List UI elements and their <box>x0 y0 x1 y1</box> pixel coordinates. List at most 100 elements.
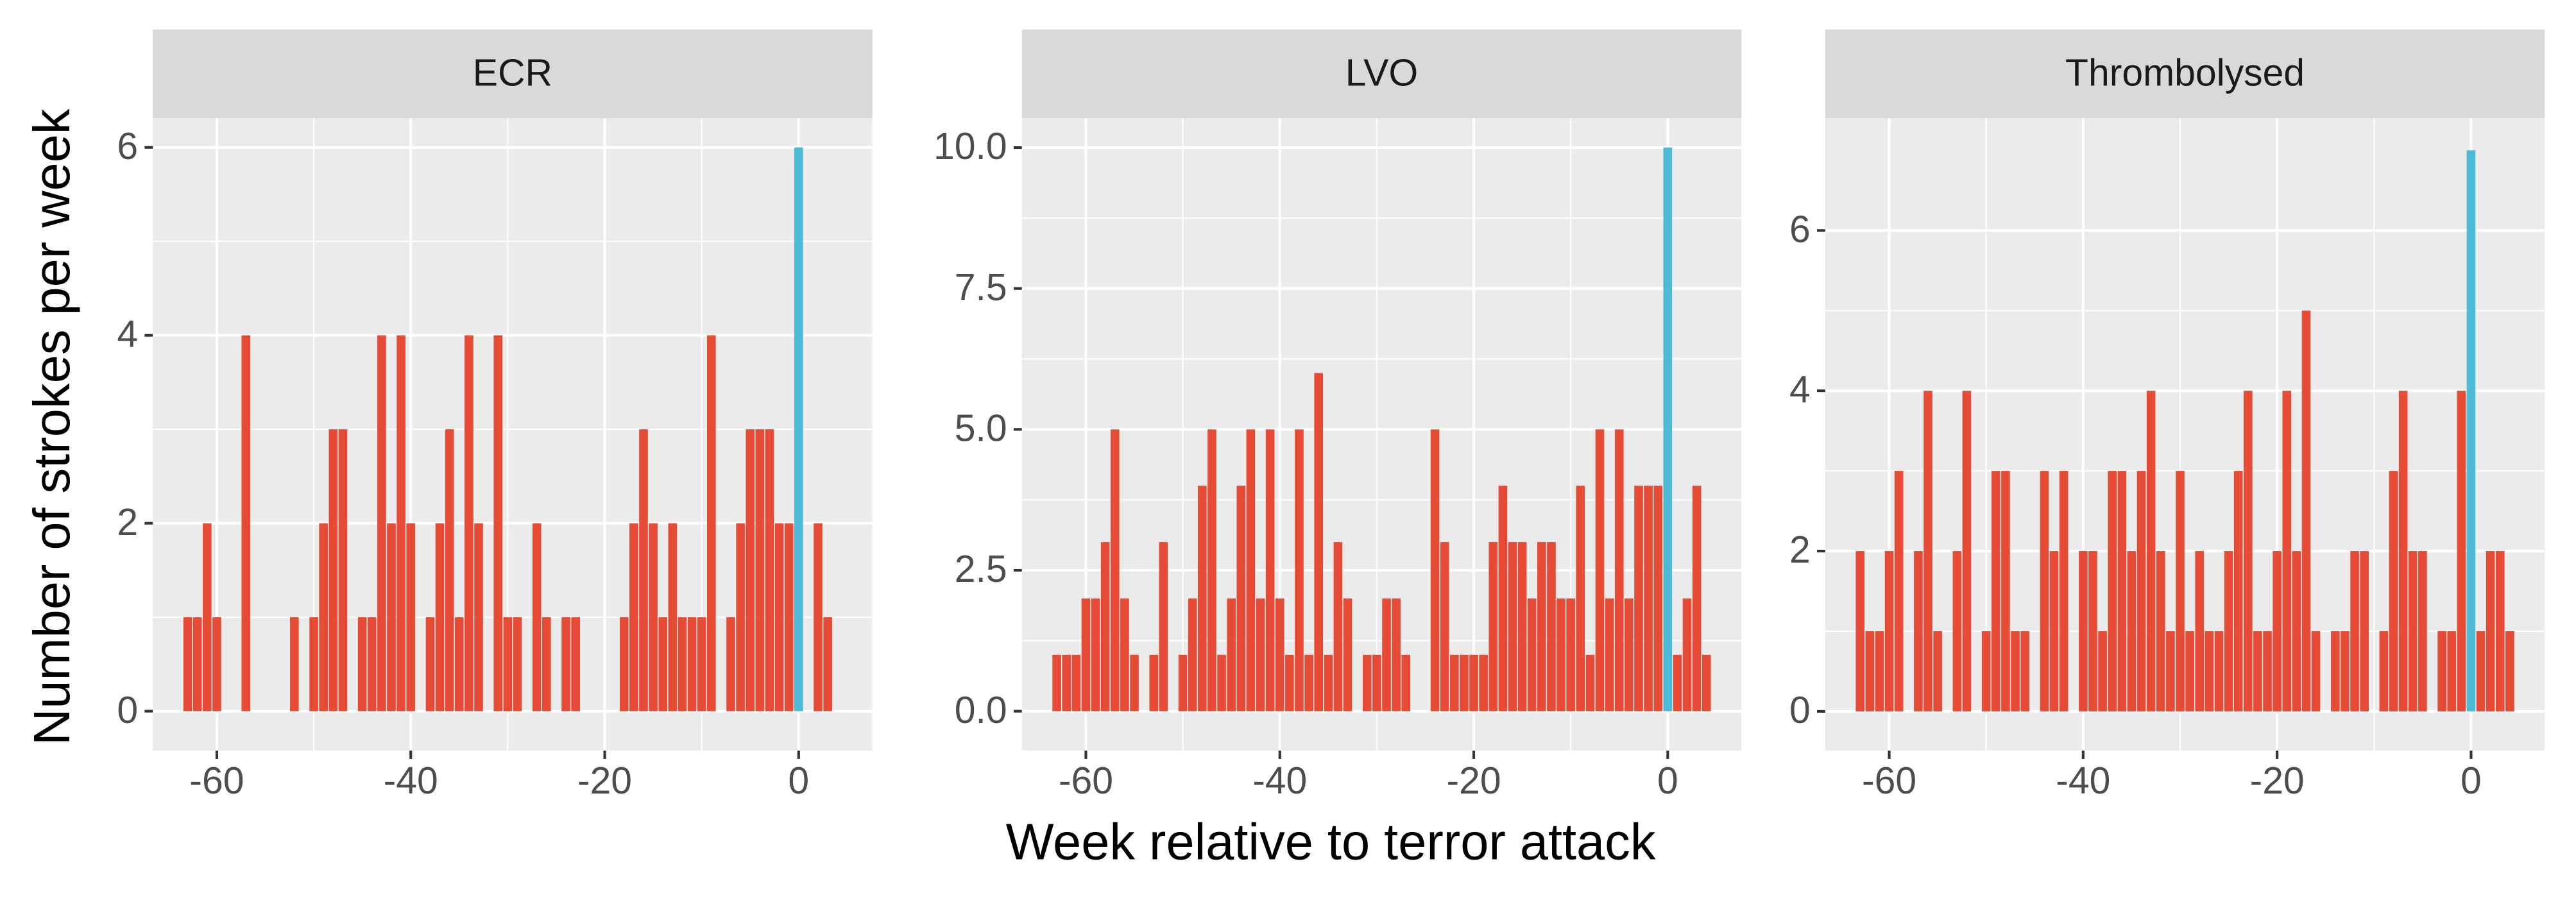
bar <box>1217 654 1226 711</box>
bar <box>1091 598 1100 711</box>
bar <box>1275 598 1284 711</box>
bar <box>1644 486 1653 711</box>
bar <box>687 617 697 711</box>
bar <box>1100 542 1110 711</box>
bar <box>493 335 503 711</box>
strip <box>1825 30 2545 119</box>
bar <box>2253 631 2262 711</box>
y-tick-label: 4 <box>117 314 138 355</box>
bar <box>1673 654 1682 711</box>
bar <box>639 429 648 711</box>
bar <box>2137 471 2146 711</box>
bar <box>1527 598 1537 711</box>
bar <box>2301 310 2311 711</box>
bar <box>532 523 542 711</box>
bar <box>1614 429 1624 711</box>
strip <box>1021 30 1742 119</box>
bar <box>1498 486 1508 711</box>
bar <box>658 617 668 711</box>
bar <box>1547 542 1556 711</box>
bar <box>2311 631 2321 711</box>
x-tick-label: -60 <box>189 760 244 802</box>
strip-label: LVO <box>1345 52 1418 94</box>
bar <box>192 617 202 711</box>
bar <box>784 523 794 711</box>
y-tick-label: 7.5 <box>955 267 1007 309</box>
bar <box>1914 551 1923 711</box>
bar <box>706 335 716 711</box>
bar <box>794 147 803 711</box>
bar <box>2360 551 2369 711</box>
bar <box>561 617 570 711</box>
bar <box>1198 486 1207 711</box>
bar <box>2127 551 2137 711</box>
bar <box>513 617 522 711</box>
bar <box>1324 654 1333 711</box>
x-tick-label: -20 <box>2250 760 2305 802</box>
bar <box>203 523 212 711</box>
bar <box>406 523 416 711</box>
bar <box>1333 542 1343 711</box>
bar <box>425 617 435 711</box>
bar <box>1430 429 1440 711</box>
bar <box>1295 429 1304 711</box>
bar <box>328 429 338 711</box>
bar <box>2466 150 2476 711</box>
bar <box>2398 391 2408 711</box>
bar <box>765 429 774 711</box>
bar <box>2108 471 2117 711</box>
bar <box>1488 542 1498 711</box>
bar <box>1343 598 1352 711</box>
bar <box>2233 471 2243 711</box>
bar <box>2282 391 2292 711</box>
bar <box>2273 551 2282 711</box>
bar <box>1865 631 1875 711</box>
bar <box>1314 373 1324 711</box>
bar <box>1130 654 1139 711</box>
y-tick-label: 6 <box>117 126 138 167</box>
bar <box>2379 631 2389 711</box>
bar <box>1884 551 1894 711</box>
bar <box>2350 551 2359 711</box>
bar <box>1285 654 1294 711</box>
bar <box>542 617 551 711</box>
bar <box>2156 551 2165 711</box>
bar <box>1595 429 1605 711</box>
bar <box>1227 598 1236 711</box>
bar <box>1702 654 1711 711</box>
bar <box>1052 654 1061 711</box>
x-axis-title: Week relative to terror attack <box>1006 813 1656 871</box>
bar <box>1875 631 1884 711</box>
bar <box>1256 598 1265 711</box>
y-tick-label: 2 <box>1789 529 1811 571</box>
bar <box>435 523 445 711</box>
bar <box>1362 654 1372 711</box>
bar <box>2331 631 2340 711</box>
bar <box>2243 391 2253 711</box>
bar <box>1855 551 1865 711</box>
bar <box>2389 471 2398 711</box>
bar <box>241 335 251 711</box>
bar <box>1071 654 1081 711</box>
bar <box>290 617 299 711</box>
bar <box>2505 631 2514 711</box>
bar <box>629 523 638 711</box>
bar <box>377 335 386 711</box>
bar <box>1207 429 1216 711</box>
bar <box>1894 471 1904 711</box>
y-tick-label: 5.0 <box>955 407 1007 449</box>
bar <box>649 523 658 711</box>
bar <box>465 335 473 711</box>
bar <box>1062 654 1071 711</box>
bar <box>774 523 784 711</box>
bar <box>2486 551 2495 711</box>
y-tick-label: 4 <box>1789 369 1811 411</box>
strip-label: ECR <box>473 52 552 94</box>
x-tick-label: -60 <box>1862 760 1916 802</box>
y-tick-label: 2.5 <box>955 548 1007 590</box>
bar <box>445 429 454 711</box>
bar <box>357 617 367 711</box>
bar <box>2205 631 2214 711</box>
bar <box>212 617 221 711</box>
bar <box>1992 471 2000 711</box>
